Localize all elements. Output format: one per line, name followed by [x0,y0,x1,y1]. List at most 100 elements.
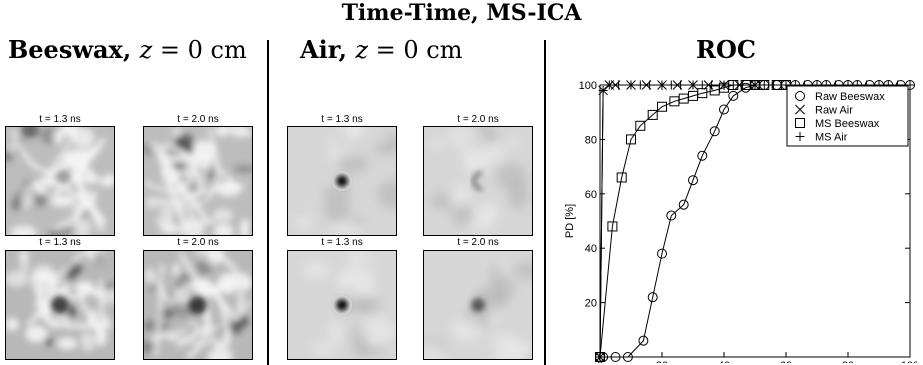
data-point [604,80,614,90]
air-raw-panel-1 [287,126,397,236]
panel-time-label: t = 2.0 ns [177,237,219,248]
data-point [614,80,624,90]
section-title-roc: ROC [696,35,756,64]
y-axis-label: PD [%] [564,204,576,238]
data-point [638,335,649,346]
air-ms-panel-2 [423,250,533,360]
section-title-beeswax: Beeswax, z = 0 cm [8,35,247,65]
panel-texture [296,127,396,235]
y-tick-label: 40 [585,243,597,255]
panel-time-label: t = 2.0 ns [457,114,499,125]
x-tick-label: 60 [780,360,792,363]
data-point [738,80,748,90]
data-point [781,80,791,90]
section-title-air: Air, z = 0 cm [300,36,463,65]
target-blob [57,170,71,184]
data-point [688,80,698,90]
data-point [607,221,618,232]
data-point [666,210,677,221]
section-title-text: Beeswax, [8,35,132,64]
panel-time-label: t = 1.3 ns [321,237,363,248]
data-point [635,80,645,90]
x-tick-label: 100 [901,360,917,363]
data-point [610,352,621,362]
beeswax-ms-panel-1 [5,250,115,360]
data-point [688,175,698,186]
panel-texture [302,251,395,358]
series-raw-air [595,80,760,362]
beeswax-raw-panel-1 [5,126,115,236]
panel-time-label: t = 1.3 ns [39,237,81,248]
y-tick-label: 20 [585,298,597,310]
legend-label: Raw Air [815,105,853,117]
legend-box [786,85,909,147]
legend-marker [795,132,805,141]
data-point [616,172,627,183]
series-line [599,84,755,358]
legend-label: MS Air [815,132,848,144]
data-point [678,199,689,210]
section-title-variable: z [139,36,153,64]
section-title-variable: z [355,36,369,64]
panel-time-label: t = 1.3 ns [39,114,81,125]
legend-marker [795,118,805,128]
legend-marker [795,104,805,115]
series-ms-beeswax [595,80,791,362]
data-point [707,80,717,90]
panel-texture [430,127,529,231]
data-point [657,101,667,112]
x-tick-label: 40 [718,360,730,363]
data-point [719,104,729,115]
section-title-equals: = 0 [368,36,419,64]
legend-label: MS Beeswax [815,118,880,130]
data-point [622,352,633,362]
y-tick-label: 60 [585,189,597,201]
panel-time-label: t = 1.3 ns [321,114,363,125]
air-ms-panel-1 [287,250,397,360]
data-point [657,80,667,90]
y-tick-label: 80 [585,134,597,146]
data-point [635,120,646,131]
roc-chart: 02040608010020406080100PF [%]PD [%]Raw B… [564,80,917,363]
air-raw-panel-2 [423,126,533,236]
target-blob [336,175,348,187]
panel-time-label: t = 2.0 ns [177,114,219,125]
data-point [769,80,779,90]
beeswax-raw-panel-2 [143,126,253,236]
legend-label: Raw Beeswax [815,91,885,103]
data-point [598,85,608,95]
legend-marker [795,91,805,101]
data-point [728,90,739,101]
data-point [719,80,729,90]
target-blob [471,298,485,312]
data-point [645,80,655,90]
beeswax-ms-panel-2 [143,250,253,360]
section-title-unit: cm [418,36,463,64]
target-blob [51,296,69,314]
section-divider [267,40,269,365]
data-point [697,80,707,90]
data-point [676,80,686,90]
data-point [666,80,676,90]
page-title: Time-Time, MS-ICA [341,0,582,26]
panel-time-label: t = 2.0 ns [457,237,499,248]
series-line [599,84,786,358]
y-tick-label: 100 [579,80,597,92]
data-point [647,292,658,303]
section-title-unit: cm [202,36,247,64]
data-point [905,80,915,90]
data-point [728,80,738,90]
target-blob [336,299,348,311]
data-point [626,80,636,90]
data-point [657,248,667,259]
target-ring [472,171,483,191]
panel-texture [144,127,252,235]
data-point [697,150,708,161]
section-title-equals: = 0 [152,36,203,64]
data-point [595,352,605,362]
data-point [647,109,658,120]
panel-texture [6,251,114,352]
x-tick-label: 20 [656,360,668,363]
data-point [750,80,760,90]
